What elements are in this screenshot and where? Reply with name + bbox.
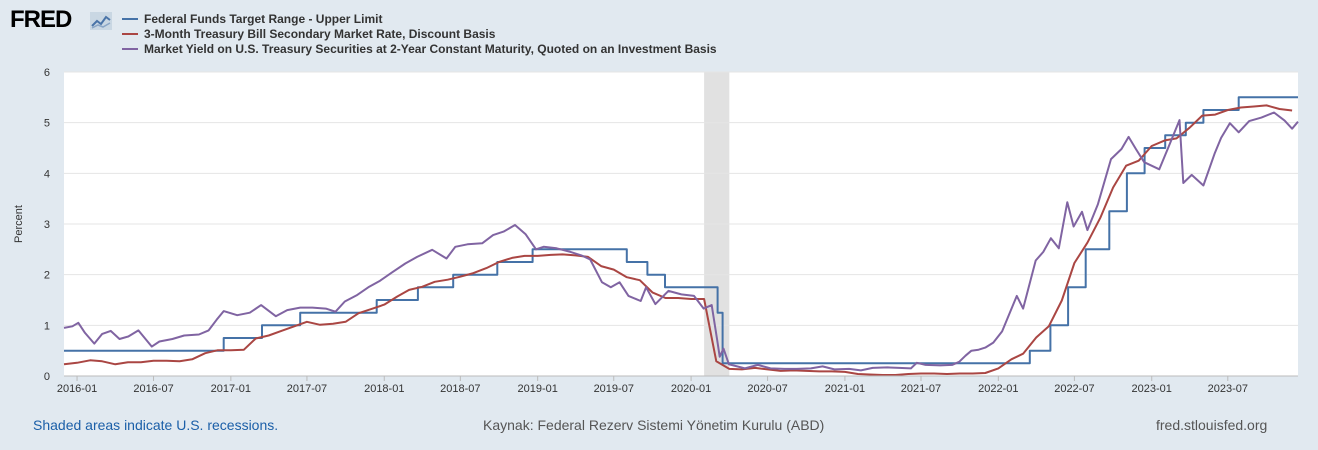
legend-swatch: [122, 17, 138, 20]
y-axis-label: Percent: [13, 205, 25, 243]
x-tick-label: 2021-07: [901, 383, 941, 395]
x-tick-label: 2019-07: [594, 383, 634, 395]
series-line-1: [64, 96, 1298, 365]
grid-layer: [64, 71, 1298, 377]
source-text: Kaynak: Federal Rezerv Sistemi Yönetim K…: [483, 417, 825, 433]
chart-legend: Federal Funds Target Range - Upper Limit…: [122, 11, 717, 56]
y-tick-label: 0: [44, 371, 50, 383]
x-tick-label: 2022-01: [978, 383, 1018, 395]
x-tick-label: 2017-07: [287, 383, 327, 395]
x-tick-label: 2016-07: [133, 383, 173, 395]
legend-swatch: [122, 47, 138, 50]
y-tick-label: 2: [44, 270, 50, 282]
y-tick-label: 5: [44, 118, 50, 130]
x-tick-label: 2022-07: [1054, 383, 1094, 395]
x-tick-label: 2020-07: [747, 383, 787, 395]
x-tick-label: 2016-01: [57, 383, 97, 395]
x-tick-label: 2017-01: [211, 383, 251, 395]
y-tick-label: 1: [44, 320, 50, 332]
line-chart: 0 1 2 3 4 5 6 2016-01 2016-07 2017-01 2017-07 2018…: [13, 67, 1299, 395]
x-tick-label: 2019-01: [517, 383, 557, 395]
legend-label: 3-Month Treasury Bill Secondary Market R…: [144, 26, 496, 41]
legend-item: 3-Month Treasury Bill Secondary Market R…: [122, 26, 717, 41]
site-link[interactable]: fred.stlouisfed.org: [1156, 417, 1268, 433]
x-tick-label: 2018-01: [364, 383, 404, 395]
legend-label: Federal Funds Target Range - Upper Limit: [144, 11, 383, 26]
series-layer: [63, 96, 1299, 376]
y-tick-label: 4: [44, 168, 50, 180]
series-line-3: [63, 111, 1299, 372]
x-tick-label: 2021-01: [825, 383, 865, 395]
x-tick-label: 2020-01: [671, 383, 711, 395]
y-tick-layer: 0 1 2 3 4 5 6: [44, 67, 50, 383]
legend-item: Market Yield on U.S. Treasury Securities…: [122, 41, 717, 56]
y-tick-label: 6: [44, 67, 50, 79]
legend-label: Market Yield on U.S. Treasury Securities…: [144, 41, 717, 56]
x-tick-label: 2023-01: [1132, 383, 1172, 395]
x-tick-label: 2023-07: [1208, 383, 1248, 395]
y-tick-label: 3: [44, 219, 50, 231]
x-tick-label: 2018-07: [440, 383, 480, 395]
series-line-2: [63, 104, 1293, 376]
logo-text: FRED: [10, 6, 72, 33]
x-tick-layer: 2016-01 2016-07 2017-01 2017-07 2018-01 2018-…: [57, 376, 1248, 395]
legend-swatch: [122, 32, 138, 35]
line-chart-icon: [90, 12, 112, 30]
recession-note: Shaded areas indicate U.S. recessions.: [33, 417, 279, 433]
legend-item: Federal Funds Target Range - Upper Limit: [122, 11, 717, 26]
